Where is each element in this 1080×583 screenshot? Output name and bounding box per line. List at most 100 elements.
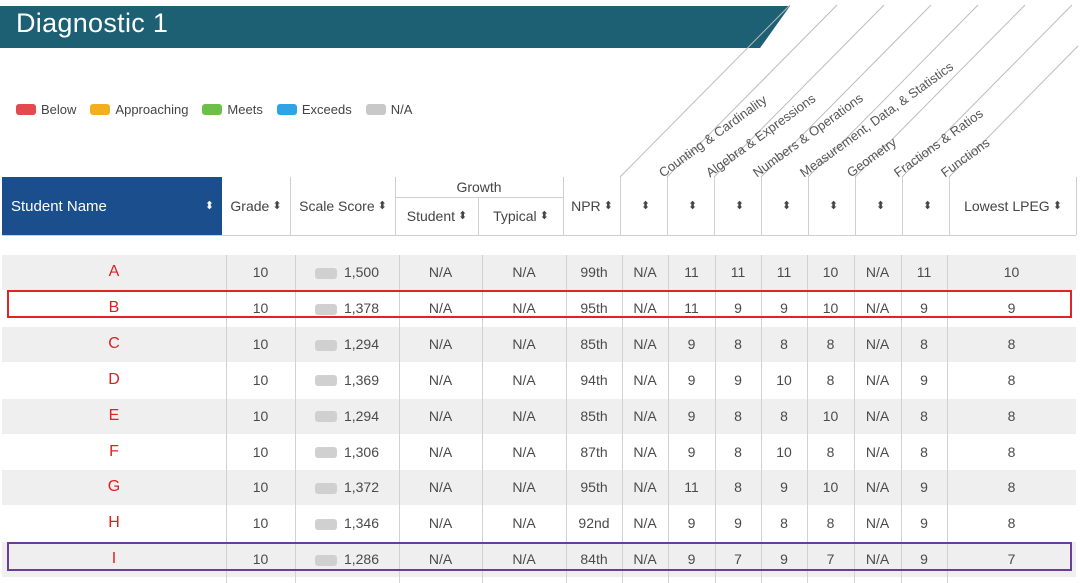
cell-value: 7	[1007, 551, 1016, 568]
d3-cell: 8	[715, 470, 761, 505]
scale-score-column-header[interactable]: Scale Score ⬍	[291, 177, 395, 235]
sort-arrows-icon[interactable]: ⬍	[1052, 199, 1062, 212]
divider	[563, 177, 564, 235]
d1-cell: N/A	[622, 435, 668, 470]
cell-value: 85th	[580, 407, 608, 424]
cell-value: N/A	[633, 407, 657, 424]
npr-cell: 94th	[566, 363, 622, 398]
lowest-lpeg-column-header[interactable]: Lowest LPEG ⬍	[950, 177, 1076, 235]
table-row[interactable]: H 10 1,346 N/A N/A 92nd N/A 9 9 8 8 N/A 9 8	[2, 506, 1076, 541]
legend-label: Exceeds	[301, 102, 352, 117]
legend-swatch	[202, 104, 223, 115]
cell-value: 1,369	[343, 371, 380, 388]
student-name-column-header[interactable]: Student Name ⬍	[2, 177, 222, 235]
cell-value: G	[107, 478, 121, 496]
lowest-cell: 8	[947, 506, 1076, 541]
table-row[interactable]: C 10 1,294 N/A N/A 85th N/A 9 8 8 8 N/A 8 8	[2, 326, 1076, 362]
domain-3-column-header[interactable]: ⬍	[715, 177, 761, 235]
column-divider	[226, 255, 227, 583]
domain-4-column-header[interactable]: ⬍	[762, 177, 808, 235]
table-row[interactable]: G 10 1,372 N/A N/A 95th N/A 11 8 9 10 N/A 9 8	[2, 470, 1076, 506]
cell-value: 8	[826, 371, 835, 388]
column-label: Scale Score	[299, 198, 375, 214]
sort-arrows-icon[interactable]: ⬍	[734, 199, 745, 212]
student-name-cell[interactable]: B	[2, 291, 226, 326]
legend-label: N/A	[390, 102, 413, 117]
table-row[interactable]: I 10 1,286 N/A N/A 84th N/A 9 7 9 7 N/A 9 7	[2, 542, 1076, 578]
student-name-cell[interactable]: H	[2, 506, 226, 541]
cell-value: N/A	[633, 479, 657, 496]
cell-value: 11	[684, 299, 699, 316]
table-row[interactable]: E 10 1,294 N/A N/A 85th N/A 9 8 8 10 N/A 8 8	[2, 398, 1076, 434]
cell-value: 8	[826, 515, 835, 532]
sort-arrows-icon[interactable]: ⬍	[204, 199, 214, 212]
growth-student-column-header[interactable]: Student ⬍	[396, 197, 478, 235]
column-divider	[668, 255, 669, 583]
sort-arrows-icon[interactable]: ⬍	[640, 199, 651, 212]
student-name-cell[interactable]: C	[2, 327, 226, 362]
sort-arrows-icon[interactable]: ⬍	[603, 199, 613, 212]
sort-arrows-icon[interactable]: ⬍	[377, 199, 387, 212]
student-name-cell[interactable]: I	[2, 542, 226, 577]
divider	[714, 177, 715, 235]
grade-cell: 10	[226, 327, 295, 362]
d1-cell: N/A	[622, 506, 668, 541]
title-banner	[0, 6, 790, 48]
grade-column-header[interactable]: Grade ⬍	[222, 177, 290, 235]
d3-cell: 9	[715, 506, 761, 541]
sort-arrows-icon[interactable]: ⬍	[458, 209, 468, 222]
student-name-cell[interactable]: D	[2, 363, 226, 398]
cell-value: N/A	[633, 443, 657, 460]
domain-2-column-header[interactable]: ⬍	[668, 177, 714, 235]
student-name-cell[interactable]: E	[2, 399, 226, 434]
domain-6-column-header[interactable]: ⬍	[856, 177, 902, 235]
cell-value: 8	[734, 443, 742, 460]
growth-typical-column-header[interactable]: Typical ⬍	[479, 197, 563, 235]
table-row[interactable]: B 10 1,378 N/A N/A 95th N/A 11 9 9 10 N/A 9 9	[2, 291, 1076, 326]
sort-arrows-icon[interactable]: ⬍	[828, 199, 839, 212]
d5-cell: 10	[807, 255, 854, 290]
cell-value: N/A	[428, 407, 453, 424]
domain-7-column-header[interactable]: ⬍	[903, 177, 949, 235]
cell-value: 10	[822, 479, 839, 496]
cell-value: 7	[734, 551, 742, 568]
sort-arrows-icon[interactable]: ⬍	[687, 199, 698, 212]
legend-item-exceeds: Exceeds	[276, 102, 352, 117]
cell-value: 8	[1007, 443, 1016, 460]
cell-value: N/A	[512, 515, 536, 532]
score-cell: 1,294	[295, 399, 399, 434]
domain-5-column-header[interactable]: ⬍	[809, 177, 855, 235]
cell-value: 11	[684, 479, 699, 496]
npr-cell: 85th	[566, 327, 622, 362]
cell-value: 10	[252, 479, 269, 496]
table-row[interactable]: F 10 1,306 N/A N/A 87th N/A 9 8 10 8 N/A 8 8	[2, 435, 1076, 470]
legend-label: Meets	[227, 102, 263, 117]
sort-arrows-icon[interactable]: ⬍	[875, 199, 886, 212]
cell-value: 85th	[580, 335, 608, 352]
column-divider	[295, 255, 296, 583]
sort-arrows-icon[interactable]: ⬍	[539, 209, 549, 222]
student-cell: N/A	[399, 470, 482, 505]
score-level-chip	[314, 519, 337, 531]
sort-arrows-icon[interactable]: ⬍	[781, 199, 792, 212]
cell-value: 10	[252, 264, 269, 280]
cell-value: 95th	[580, 479, 608, 496]
student-name-cell[interactable]: F	[2, 435, 226, 470]
legend-swatch	[276, 104, 297, 115]
score-cell: 1,378	[295, 291, 399, 326]
table-row[interactable]: A 10 1,500 N/A N/A 99th N/A 11 11 11 10 N/A 11 10	[2, 255, 1076, 290]
cell-value: N/A	[428, 335, 453, 352]
cell-value: D	[108, 370, 120, 388]
npr-column-header[interactable]: NPR ⬍	[564, 177, 620, 235]
score-cell: 1,369	[295, 363, 399, 398]
sort-arrows-icon[interactable]: ⬍	[272, 199, 282, 212]
table-row[interactable]: D 10 1,369 N/A N/A 94th N/A 9 9 10 8 N/A 9 8	[2, 363, 1076, 398]
student-name-cell[interactable]: G	[2, 470, 226, 505]
sort-arrows-icon[interactable]: ⬍	[922, 199, 933, 212]
growth-group-header: Growth	[395, 177, 563, 198]
student-name-cell[interactable]: A	[2, 255, 226, 290]
student-cell: N/A	[399, 506, 482, 541]
cell-value: 10	[822, 407, 839, 424]
cell-value: 10	[822, 264, 839, 280]
domain-1-column-header[interactable]: ⬍	[621, 177, 667, 235]
